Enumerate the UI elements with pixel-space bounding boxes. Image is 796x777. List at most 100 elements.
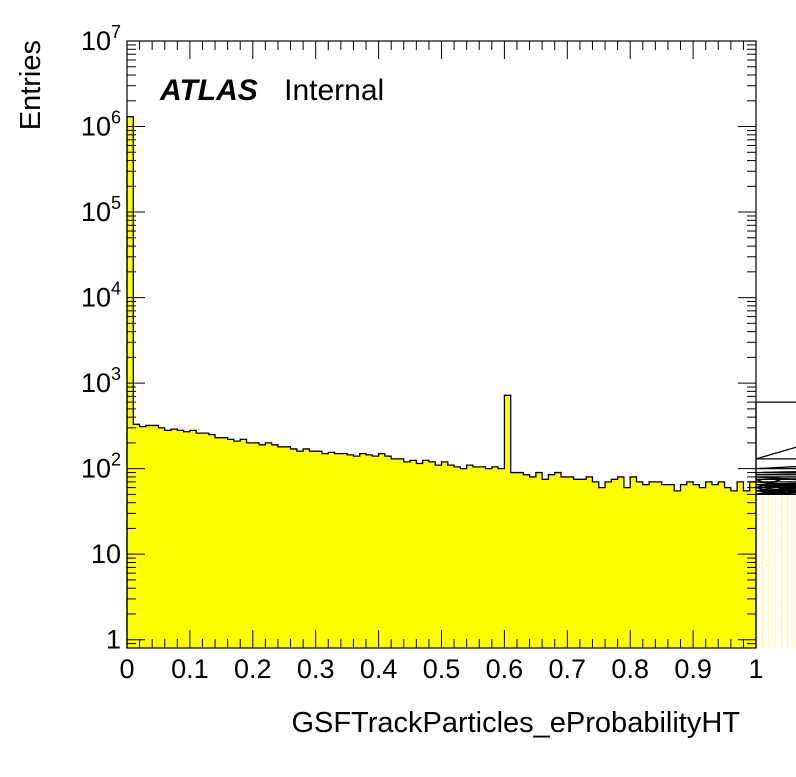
x-tick-label: 0.8 bbox=[611, 654, 649, 684]
histogram-bar bbox=[240, 439, 247, 648]
histogram-bar bbox=[749, 481, 757, 648]
x-tick-label: 0.9 bbox=[674, 654, 712, 684]
histogram-bar bbox=[416, 463, 423, 648]
plot-frame bbox=[126, 40, 757, 649]
histogram-bar bbox=[611, 479, 618, 648]
histogram-bar bbox=[718, 481, 725, 648]
histogram-bar bbox=[265, 442, 272, 648]
histogram-bar bbox=[384, 456, 392, 648]
histogram-bar bbox=[548, 474, 556, 648]
histogram-bar bbox=[686, 481, 694, 648]
histogram-bar bbox=[441, 461, 449, 648]
histogram-bar bbox=[655, 481, 662, 648]
histogram-bar bbox=[711, 484, 719, 648]
y-tick-label: 1 bbox=[106, 625, 121, 655]
histogram-bar bbox=[667, 484, 675, 648]
histogram-bar bbox=[246, 442, 254, 648]
histogram-bar bbox=[259, 444, 266, 648]
histogram-bar bbox=[567, 476, 574, 648]
histogram-bar bbox=[372, 456, 379, 648]
histogram-bar bbox=[296, 451, 304, 648]
histogram-bar bbox=[353, 456, 361, 648]
histogram-bar bbox=[189, 430, 197, 648]
x-tick-label: 0.2 bbox=[234, 654, 272, 684]
histogram-bar bbox=[636, 481, 644, 648]
histogram-bar bbox=[397, 458, 405, 648]
histogram-bar bbox=[171, 429, 178, 648]
histogram-bar bbox=[649, 481, 656, 648]
histogram-bar bbox=[221, 437, 228, 648]
histogram-bar bbox=[510, 472, 518, 648]
histogram-bar bbox=[202, 433, 210, 648]
y-tick-label: 106 bbox=[81, 108, 121, 142]
histogram-bar bbox=[284, 446, 291, 648]
histogram-bar bbox=[472, 466, 480, 648]
histogram-outline bbox=[126, 116, 796, 648]
histogram-bar bbox=[535, 472, 543, 648]
histogram-bar bbox=[630, 476, 637, 648]
histogram-bar bbox=[435, 465, 442, 648]
x-axis-label: GSFTrackParticles_eProbabilityHT bbox=[291, 707, 740, 739]
histogram-bar bbox=[561, 476, 568, 648]
histogram-bar bbox=[133, 424, 140, 648]
histogram-bar bbox=[523, 474, 530, 648]
histogram-bar bbox=[793, 494, 795, 648]
histogram-bar bbox=[303, 448, 310, 648]
histogram-bar bbox=[642, 484, 650, 648]
atlas-status-text: Internal bbox=[284, 74, 384, 107]
histogram-bar bbox=[768, 490, 770, 648]
histogram-bar bbox=[504, 395, 511, 648]
y-tick-label: 103 bbox=[81, 364, 121, 398]
histogram-bar bbox=[516, 472, 524, 648]
histogram-bar bbox=[127, 116, 134, 648]
histogram-bar bbox=[705, 481, 713, 648]
y-tick-labels: 1 10 102 103 104 105 106 107 bbox=[81, 22, 121, 655]
histogram-bar bbox=[586, 476, 593, 648]
histogram-bar bbox=[573, 479, 581, 648]
histogram-bar bbox=[403, 461, 411, 648]
histogram-bar bbox=[617, 476, 625, 648]
x-tick-label: 1 bbox=[748, 654, 763, 684]
x-tick-label: 0.7 bbox=[549, 654, 587, 684]
bars-layer bbox=[126, 116, 796, 648]
histogram-bar bbox=[183, 431, 191, 648]
x-tick-label: 0.5 bbox=[423, 654, 461, 684]
histogram-bar bbox=[227, 439, 235, 648]
histogram-bar bbox=[774, 487, 776, 648]
histogram-bar bbox=[498, 468, 505, 648]
histogram-bar bbox=[466, 465, 474, 648]
histogram-bar bbox=[454, 466, 461, 648]
histogram-bar bbox=[391, 458, 398, 648]
histogram-bar bbox=[724, 487, 732, 648]
histogram-bar bbox=[674, 490, 681, 648]
histogram-bar bbox=[196, 433, 203, 648]
x-tick-label: 0.1 bbox=[171, 654, 209, 684]
histogram-bar bbox=[315, 451, 323, 648]
histogram-bar bbox=[737, 481, 744, 648]
histogram-bar bbox=[554, 472, 562, 648]
x-tick-label: 0.6 bbox=[486, 654, 524, 684]
histogram-bar bbox=[491, 466, 499, 648]
histogram-bar bbox=[277, 446, 285, 648]
y-tick-label: 107 bbox=[81, 22, 121, 56]
histogram-bar bbox=[378, 453, 386, 648]
x-tick-labels: 0 0.1 0.2 0.3 0.4 0.5 0.6 0.7 0.8 0.9 1 bbox=[119, 654, 763, 684]
x-tick-label: 0 bbox=[119, 654, 134, 684]
histogram-bar bbox=[366, 454, 373, 648]
histogram-bar bbox=[743, 490, 751, 648]
atlas-label: ATLAS Internal bbox=[159, 74, 384, 107]
x-tick-label: 0.3 bbox=[297, 654, 335, 684]
x-tick-label: 0.4 bbox=[360, 654, 398, 684]
histogram-bar bbox=[359, 453, 367, 648]
histogram-bar bbox=[693, 484, 700, 648]
histogram-bar bbox=[787, 490, 788, 648]
histogram-bar bbox=[781, 479, 782, 648]
histogram-bar bbox=[410, 460, 417, 648]
histogram-bar bbox=[460, 468, 467, 648]
histogram-bar bbox=[579, 479, 587, 648]
histogram-bar bbox=[422, 460, 430, 648]
histogram-bar bbox=[447, 465, 455, 648]
atlas-bold-text: ATLAS bbox=[159, 74, 258, 107]
histogram-bar bbox=[730, 490, 738, 648]
